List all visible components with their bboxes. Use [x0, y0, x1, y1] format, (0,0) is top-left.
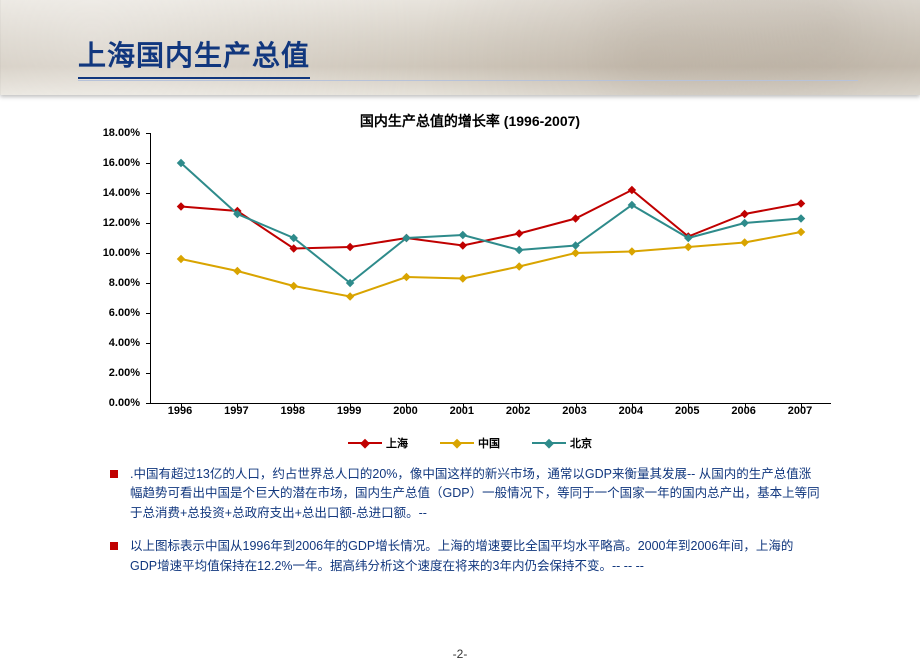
series-marker	[740, 219, 748, 227]
series-line	[181, 190, 801, 249]
chart-legend: 上海 中国 北京	[80, 435, 860, 451]
series-marker	[740, 210, 748, 218]
bullet-list: .中国有超过13亿的人口，约占世界总人口的20%，像中国这样的新兴市场，通常以G…	[80, 465, 860, 576]
x-tick-label: 2002	[506, 405, 530, 417]
x-tick-label: 1997	[224, 405, 248, 417]
x-tick-label: 2004	[619, 405, 643, 417]
series-marker	[233, 267, 241, 275]
series-marker	[459, 241, 467, 249]
plot-area	[150, 133, 831, 404]
y-tick-label: 0.00%	[109, 397, 140, 409]
bullet-item: 以上图标表示中国从1996年到2006年的GDP增长情况。上海的增速要比全国平均…	[110, 537, 820, 576]
y-tick-label: 4.00%	[109, 337, 140, 349]
series-marker	[515, 229, 523, 237]
y-tick-label: 16.00%	[103, 157, 140, 169]
y-axis-labels: 0.00%2.00%4.00%6.00%8.00%10.00%12.00%14.…	[80, 133, 146, 403]
y-tick-label: 12.00%	[103, 217, 140, 229]
legend-label: 上海	[386, 435, 408, 451]
series-marker	[797, 214, 805, 222]
chart-title: 国内生产总值的增长率 (1996-2007)	[80, 111, 860, 131]
x-tick-label: 2000	[393, 405, 417, 417]
bullet-item: .中国有超过13亿的人口，约占世界总人口的20%，像中国这样的新兴市场，通常以G…	[110, 465, 820, 523]
series-marker	[571, 249, 579, 257]
series-marker	[402, 273, 410, 281]
bullet-marker	[110, 542, 118, 550]
line-chart: 0.00% 2.00% 4.00% 6.00% 8.00% 10.00% 12.00% 14.…	[80, 133, 840, 433]
x-tick-label: 2006	[731, 405, 755, 417]
series-marker	[177, 255, 185, 263]
content-area: 国内生产总值的增长率 (1996-2007) 0.00% 2.00% 4.00% 6.…	[0, 95, 920, 576]
series-marker	[797, 199, 805, 207]
x-tick-label: 2003	[562, 405, 586, 417]
y-tick-label: 2.00%	[109, 367, 140, 379]
series-marker	[177, 202, 185, 210]
bullet-text: 以上图标表示中国从1996年到2006年的GDP增长情况。上海的增速要比全国平均…	[130, 537, 820, 576]
header-banner: 上海国内生产总值	[0, 0, 920, 95]
legend-item: 中国	[440, 435, 500, 451]
series-marker	[346, 243, 354, 251]
series-marker	[571, 214, 579, 222]
x-tick-label: 2007	[788, 405, 812, 417]
legend-label: 中国	[478, 435, 500, 451]
series-marker	[684, 243, 692, 251]
series-marker	[515, 262, 523, 270]
series-marker	[289, 282, 297, 290]
x-tick-label: 2005	[675, 405, 699, 417]
x-tick-label: 2001	[450, 405, 474, 417]
page-title: 上海国内生产总值	[78, 34, 310, 74]
series-marker	[346, 292, 354, 300]
series-marker	[797, 228, 805, 236]
series-marker	[515, 246, 523, 254]
legend-item: 北京	[532, 435, 592, 451]
chart-svg	[151, 133, 831, 403]
series-marker	[459, 274, 467, 282]
page-number: -2-	[0, 647, 920, 661]
title-underline-dark	[78, 77, 310, 79]
y-tick-label: 6.00%	[109, 307, 140, 319]
y-tick-label: 10.00%	[103, 247, 140, 259]
x-tick-label: 1999	[337, 405, 361, 417]
y-tick-label: 8.00%	[109, 277, 140, 289]
series-marker	[740, 238, 748, 246]
x-axis-labels: 1996 1997 1998 1999 2000 2001 2002 2003 2004 2005…	[150, 405, 830, 425]
series-line	[181, 163, 801, 283]
legend-item: 上海	[348, 435, 408, 451]
x-tick-label: 1998	[280, 405, 304, 417]
y-tick-label: 14.00%	[103, 187, 140, 199]
x-tick-label: 1996	[168, 405, 192, 417]
title-underline-light	[78, 80, 858, 81]
page-title-wrap: 上海国内生产总值	[78, 34, 310, 74]
bullet-marker	[110, 470, 118, 478]
bullet-text: .中国有超过13亿的人口，约占世界总人口的20%，像中国这样的新兴市场，通常以G…	[130, 465, 820, 523]
legend-label: 北京	[570, 435, 592, 451]
series-marker	[459, 231, 467, 239]
y-tick-label: 18.00%	[103, 127, 140, 139]
series-marker	[628, 247, 636, 255]
